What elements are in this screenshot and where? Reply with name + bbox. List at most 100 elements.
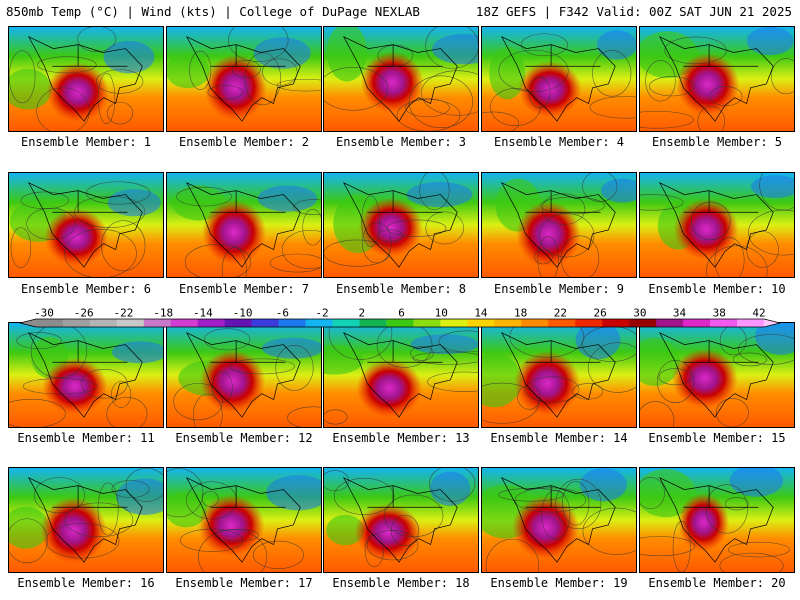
- ensemble-member-label: Ensemble Member: 14: [490, 431, 628, 445]
- colorbar-swatch: [278, 319, 306, 327]
- ensemble-member-panel: [323, 322, 479, 428]
- colorbar-tick-label: 38: [713, 307, 726, 320]
- ensemble-member-panel: [8, 322, 164, 428]
- ensemble-member-panel: [166, 26, 322, 132]
- colorbar-swatch: [467, 319, 495, 327]
- ensemble-member-label: Ensemble Member: 4: [493, 135, 625, 149]
- temperature-map: [167, 27, 321, 131]
- temperature-map: [9, 27, 163, 131]
- colorbar-tick-label: 2: [358, 307, 365, 320]
- colorbar-swatch: [602, 319, 630, 327]
- colorbar-tick-label: 26: [593, 307, 606, 320]
- temperature-map: [640, 323, 794, 427]
- ensemble-member-label: Ensemble Member: 20: [648, 576, 786, 590]
- ensemble-member-label: Ensemble Member: 3: [335, 135, 467, 149]
- temperature-colorbar: -30 -26 -22 -18 -14 -10 -6 -2 2 6 10 14 18 22 26 30 34 38…: [19, 307, 781, 328]
- ensemble-member-panel: [166, 322, 322, 428]
- ensemble-member-panel: [8, 26, 164, 132]
- ensemble-member-panel: [481, 322, 637, 428]
- ensemble-member-label: Ensemble Member: 15: [648, 431, 786, 445]
- colorbar-tick-label: -10: [233, 307, 253, 320]
- colorbar-swatch: [440, 319, 468, 327]
- ensemble-member-panel: [639, 172, 795, 278]
- temperature-map: [9, 468, 163, 572]
- temperature-map: [482, 27, 636, 131]
- colorbar-tick-label: 34: [673, 307, 687, 320]
- colorbar-tick-label: -6: [276, 307, 289, 320]
- ensemble-member-label: Ensemble Member: 1: [20, 135, 152, 149]
- ensemble-member-label: Ensemble Member: 10: [648, 282, 786, 296]
- colorbar-swatch: [170, 319, 199, 327]
- temperature-map: [482, 323, 636, 427]
- ensemble-member-label: Ensemble Member: 8: [335, 282, 467, 296]
- ensemble-member-label: Ensemble Member: 18: [332, 576, 470, 590]
- colorbar-tick-label: 10: [435, 307, 448, 320]
- temperature-map: [167, 173, 321, 277]
- ensemble-member-panel: [323, 26, 479, 132]
- ensemble-member-label: Ensemble Member: 12: [175, 431, 313, 445]
- temperature-map: [324, 323, 478, 427]
- colorbar-swatch: [413, 319, 441, 327]
- colorbar-swatch: [197, 319, 226, 327]
- colorbar-tick-label: 30: [633, 307, 646, 320]
- ensemble-member-label: Ensemble Member: 9: [493, 282, 625, 296]
- temperature-map: [167, 468, 321, 572]
- ensemble-member-panel: [323, 467, 479, 573]
- ensemble-member-label: Ensemble Member: 13: [332, 431, 470, 445]
- ensemble-member-panel: [481, 26, 637, 132]
- ensemble-member-label: Ensemble Member: 2: [178, 135, 310, 149]
- colorbar-swatch: [359, 319, 387, 327]
- ensemble-member-panel: [166, 172, 322, 278]
- ensemble-member-panel: [639, 467, 795, 573]
- colorbar-swatch: [575, 319, 603, 327]
- colorbar-swatch: [494, 319, 522, 327]
- colorbar-swatch: [683, 319, 711, 327]
- ensemble-member-panel: [639, 26, 795, 132]
- ensemble-member-label: Ensemble Member: 5: [651, 135, 783, 149]
- colorbar-tick-label: 42: [752, 307, 765, 320]
- colorbar-tick-label: -26: [74, 307, 94, 320]
- temperature-map: [324, 27, 478, 131]
- ensemble-member-panel: [166, 467, 322, 573]
- ensemble-member-label: Ensemble Member: 6: [20, 282, 152, 296]
- colorbar-swatch: [521, 319, 549, 327]
- colorbar-tick-label: 22: [554, 307, 567, 320]
- colorbar-swatch: [548, 319, 576, 327]
- colorbar-swatch: [224, 319, 253, 327]
- colorbar-tick-label: 14: [474, 307, 488, 320]
- temperature-map: [324, 173, 478, 277]
- colorbar-swatch: [629, 319, 657, 327]
- temperature-map: [640, 173, 794, 277]
- colorbar-swatch: [332, 319, 360, 327]
- colorbar-tick-label: -18: [153, 307, 173, 320]
- temperature-map: [324, 468, 478, 572]
- ensemble-member-label: Ensemble Member: 11: [17, 431, 155, 445]
- colorbar-tick-label: 6: [398, 307, 405, 320]
- colorbar-swatch: [305, 319, 333, 327]
- temperature-map: [9, 323, 163, 427]
- colorbar-tick-label: 18: [514, 307, 527, 320]
- ensemble-member-panel: [8, 172, 164, 278]
- colorbar-tick-label: -2: [315, 307, 328, 320]
- colorbar-tick-label: -14: [193, 307, 213, 320]
- colorbar-swatch: [116, 319, 145, 327]
- temperature-map: [9, 173, 163, 277]
- colorbar-swatch: [386, 319, 414, 327]
- colorbar-swatch: [710, 319, 738, 327]
- ensemble-member-label: Ensemble Member: 7: [178, 282, 310, 296]
- colorbar-tick-label: -22: [114, 307, 134, 320]
- ensemble-member-label: Ensemble Member: 16: [17, 576, 155, 590]
- ensemble-member-label: Ensemble Member: 17: [175, 576, 313, 590]
- colorbar-swatch: [89, 319, 118, 327]
- model-run-info: 18Z GEFS | F342 Valid: 00Z SAT JUN 21 20…: [475, 4, 792, 19]
- ensemble-member-panel: [639, 322, 795, 428]
- ensemble-member-panel: [481, 467, 637, 573]
- temperature-map: [640, 468, 794, 572]
- colorbar-swatch: [737, 319, 765, 327]
- temperature-map: [482, 173, 636, 277]
- colorbar-swatch: [251, 319, 279, 327]
- ensemble-member-panel: [481, 172, 637, 278]
- ensemble-member-panel: [8, 467, 164, 573]
- temperature-map: [167, 323, 321, 427]
